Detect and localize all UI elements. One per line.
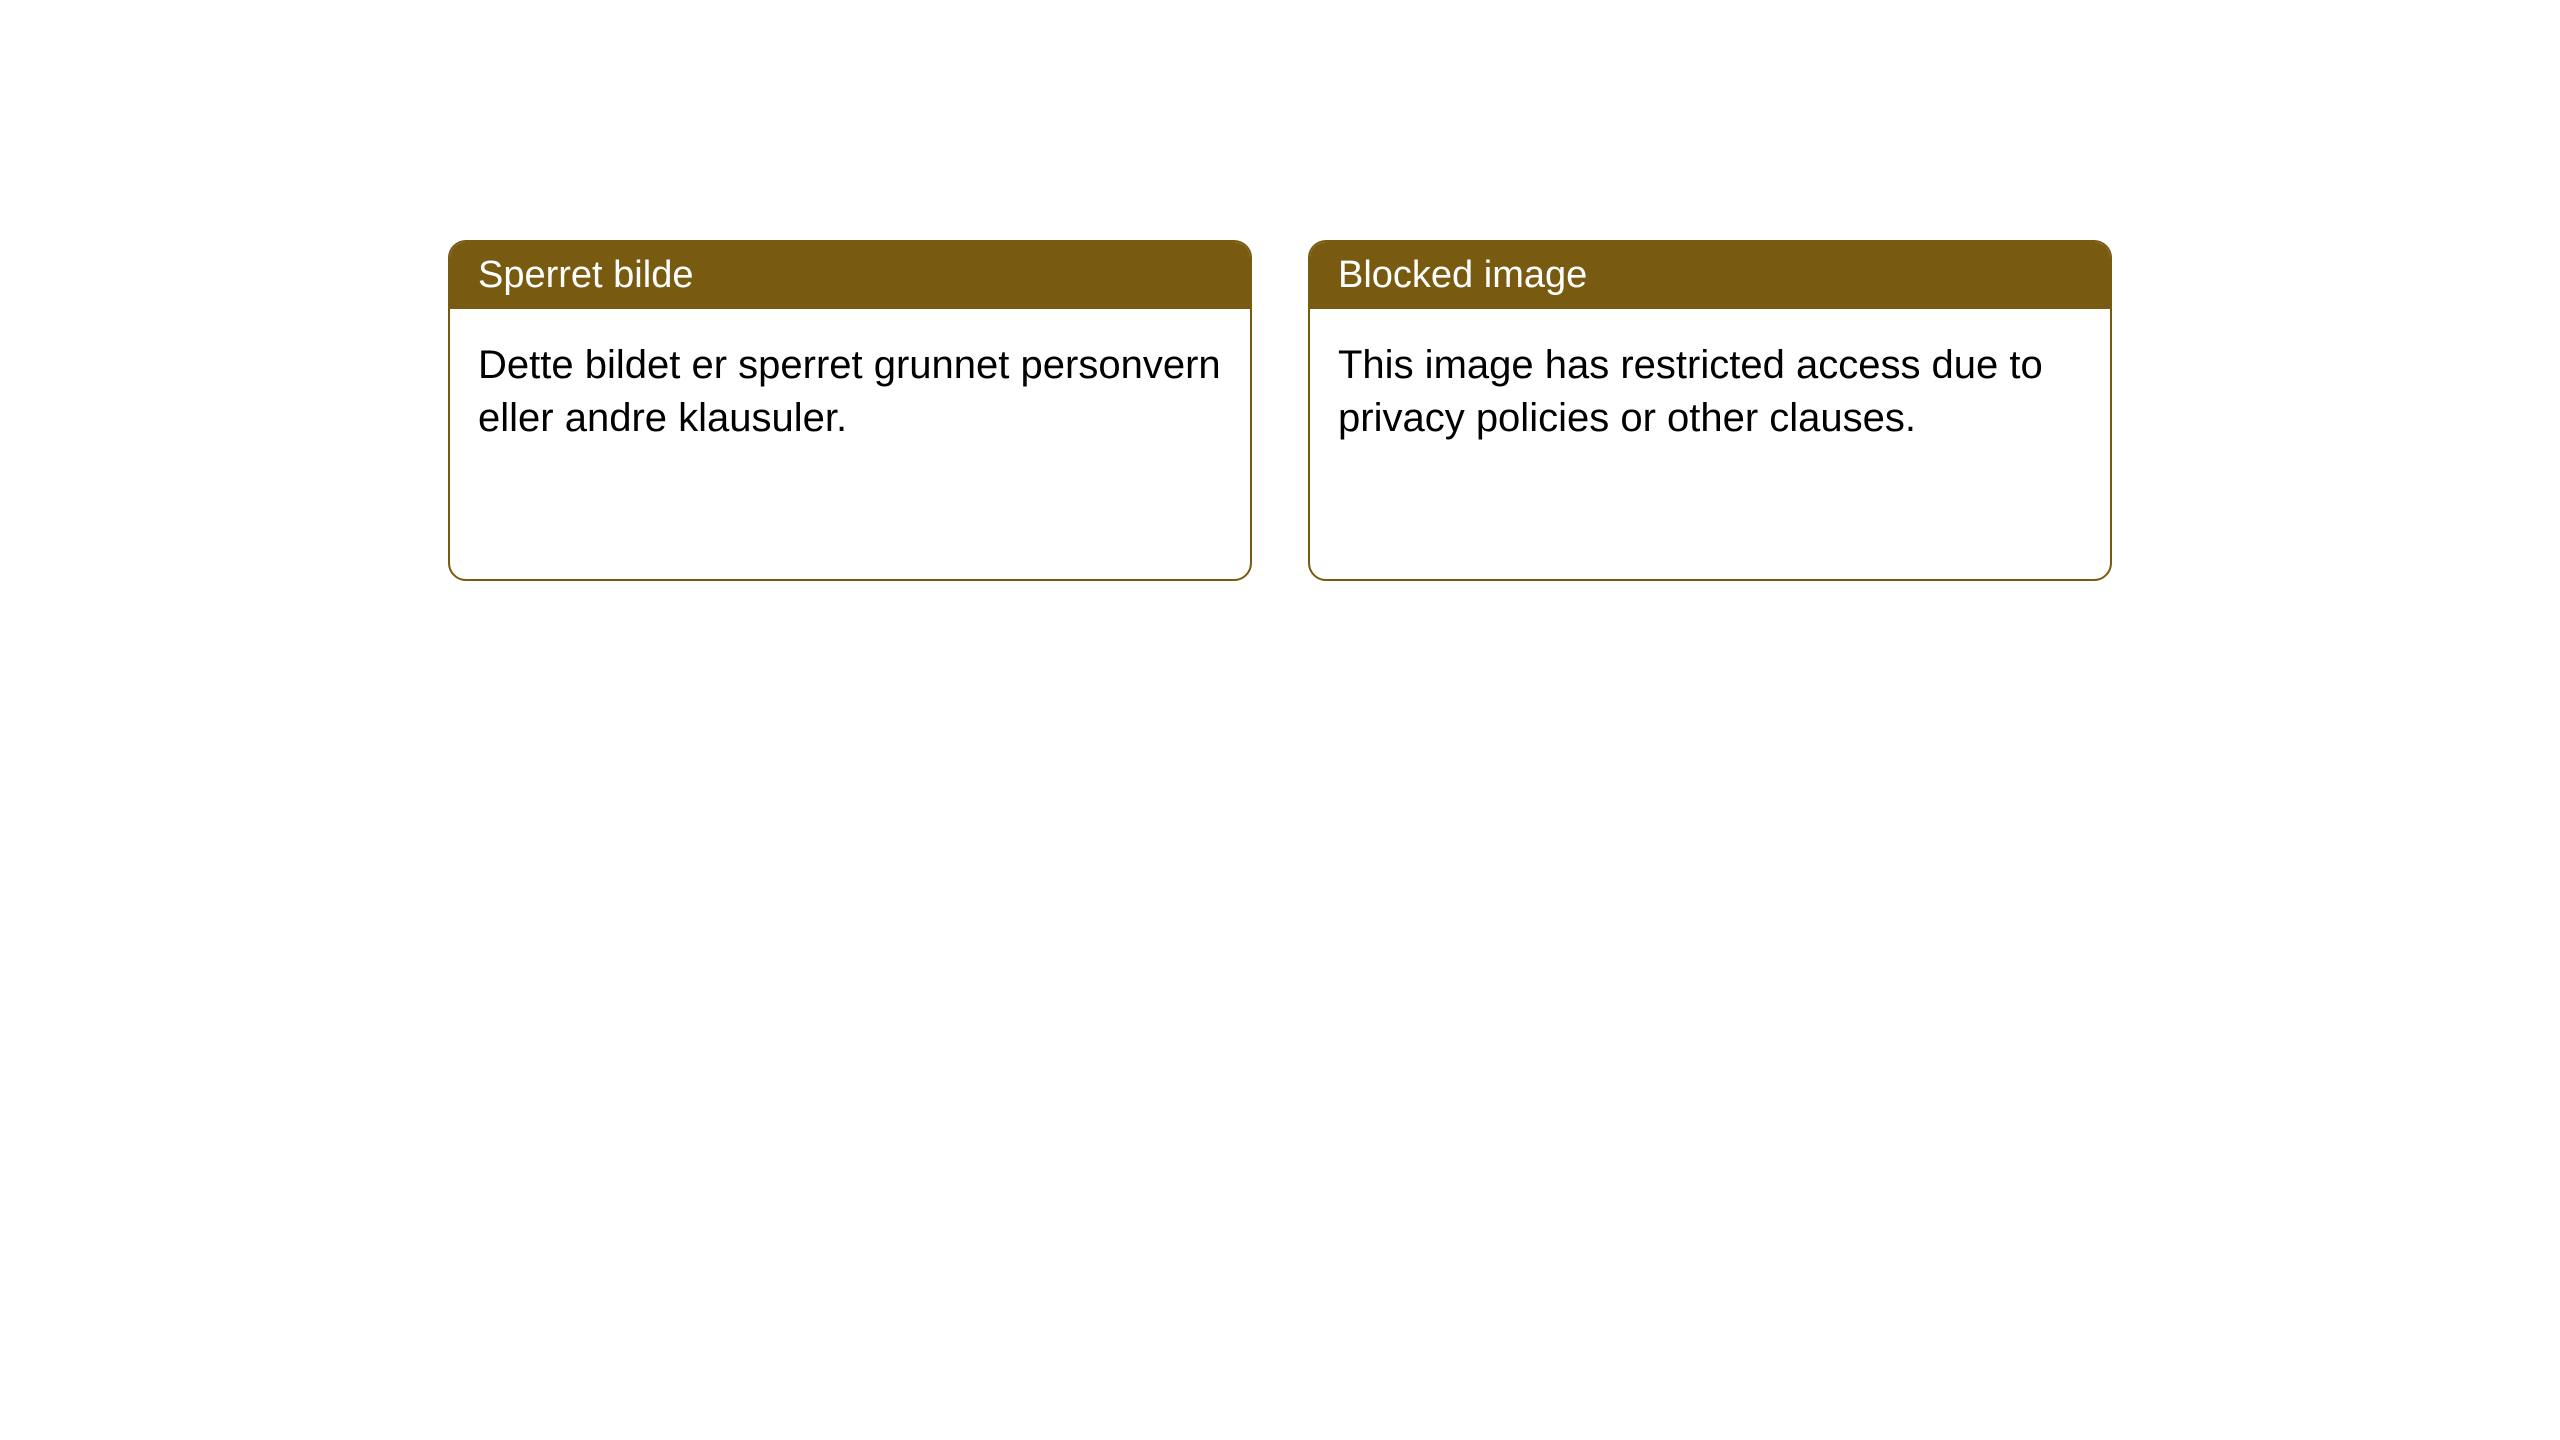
notice-container: Sperret bilde Dette bildet er sperret gr… [0,0,2560,581]
notice-header: Sperret bilde [450,242,1250,309]
notice-card-norwegian: Sperret bilde Dette bildet er sperret gr… [448,240,1252,581]
notice-body: This image has restricted access due to … [1310,309,2110,579]
notice-card-english: Blocked image This image has restricted … [1308,240,2112,581]
notice-body: Dette bildet er sperret grunnet personve… [450,309,1250,579]
notice-header: Blocked image [1310,242,2110,309]
